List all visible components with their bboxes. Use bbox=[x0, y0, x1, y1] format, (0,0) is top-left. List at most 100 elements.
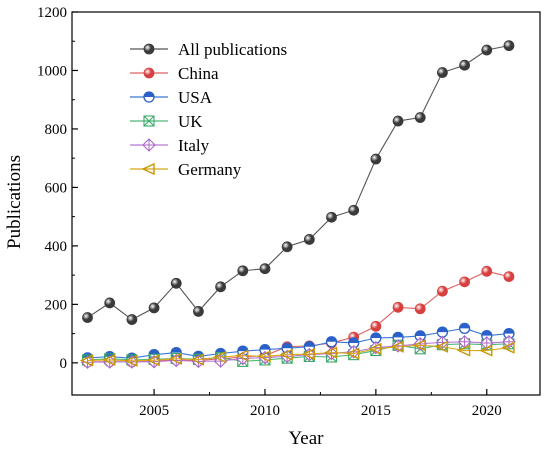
data-point bbox=[146, 354, 160, 367]
x-tick-label: 2015 bbox=[361, 403, 391, 419]
y-tick-label: 600 bbox=[45, 180, 68, 196]
data-point bbox=[168, 352, 182, 365]
legend-marker bbox=[143, 91, 155, 103]
x-axis-label: Year bbox=[288, 428, 324, 449]
data-point bbox=[259, 263, 271, 275]
data-point bbox=[501, 341, 515, 354]
data-point bbox=[503, 40, 515, 52]
marker-half bbox=[144, 92, 154, 97]
y-axis-label: Publications bbox=[4, 155, 25, 249]
series-layer bbox=[79, 40, 516, 370]
data-point bbox=[303, 234, 315, 245]
legend-marker bbox=[143, 115, 155, 127]
data-point bbox=[481, 265, 493, 277]
marker-half bbox=[326, 336, 337, 342]
marker-half bbox=[415, 330, 426, 336]
marker-half bbox=[171, 347, 182, 353]
marker-half bbox=[393, 332, 404, 338]
data-point bbox=[326, 211, 337, 223]
series-all-publications bbox=[82, 40, 515, 325]
marker-half bbox=[237, 346, 248, 352]
marker-half bbox=[481, 330, 492, 336]
data-point bbox=[392, 115, 404, 127]
data-point bbox=[503, 271, 515, 282]
data-point bbox=[79, 354, 94, 367]
marker-half bbox=[370, 332, 381, 338]
data-point bbox=[434, 340, 449, 353]
y-tick-label: 800 bbox=[45, 122, 68, 138]
x-tick-label: 2005 bbox=[139, 403, 169, 419]
data-point bbox=[325, 336, 338, 348]
data-point bbox=[370, 153, 382, 165]
legend-item: China bbox=[130, 64, 219, 83]
data-point bbox=[237, 265, 249, 277]
data-point bbox=[170, 277, 182, 289]
data-point bbox=[257, 350, 271, 363]
data-point bbox=[348, 204, 360, 216]
data-point bbox=[323, 346, 338, 359]
data-point bbox=[437, 67, 448, 78]
data-point bbox=[456, 344, 471, 357]
data-point bbox=[459, 59, 470, 71]
legend-label: Italy bbox=[178, 136, 210, 155]
data-point bbox=[281, 241, 293, 253]
data-point bbox=[190, 353, 205, 366]
marker-half bbox=[459, 323, 470, 329]
legend-marker bbox=[141, 162, 155, 176]
series-line bbox=[87, 344, 510, 362]
data-point bbox=[345, 347, 360, 360]
legend: All publications China USA UK Italy Germany bbox=[130, 40, 287, 179]
data-point bbox=[148, 302, 160, 314]
marker-half bbox=[348, 337, 359, 343]
data-point bbox=[212, 350, 227, 364]
data-point bbox=[279, 348, 293, 361]
y-tick-label: 1000 bbox=[37, 63, 67, 79]
marker-half bbox=[282, 343, 293, 349]
data-point bbox=[414, 112, 426, 123]
data-point bbox=[479, 336, 494, 350]
data-point bbox=[193, 305, 204, 317]
marker-half bbox=[503, 328, 514, 334]
data-point bbox=[414, 303, 426, 315]
y-tick-label: 200 bbox=[45, 297, 68, 313]
y-tick-label: 400 bbox=[45, 239, 68, 255]
data-point bbox=[390, 340, 404, 353]
plot-area bbox=[71, 11, 541, 396]
marker-half bbox=[437, 327, 448, 333]
legend-item: UK bbox=[130, 112, 203, 131]
series-germany bbox=[79, 339, 515, 367]
series-line bbox=[87, 45, 510, 321]
x-tick-label: 2020 bbox=[472, 403, 502, 419]
marker-cross bbox=[143, 115, 155, 127]
marker-half bbox=[304, 341, 315, 347]
marker-plus bbox=[143, 139, 155, 151]
data-point bbox=[126, 314, 138, 325]
data-point bbox=[82, 312, 93, 323]
marker-plus bbox=[480, 336, 493, 349]
data-point bbox=[414, 330, 426, 342]
legend-label: UK bbox=[178, 112, 203, 131]
legend-item: All publications bbox=[130, 40, 287, 59]
data-point bbox=[235, 349, 249, 362]
plot-frame bbox=[71, 11, 541, 396]
legend-item: USA bbox=[130, 88, 213, 107]
data-point bbox=[481, 329, 493, 342]
data-point bbox=[368, 342, 382, 355]
data-point bbox=[459, 276, 470, 288]
data-point bbox=[348, 337, 360, 349]
data-point bbox=[479, 344, 493, 357]
marker-box bbox=[143, 115, 155, 127]
legend-item: Germany bbox=[130, 160, 242, 179]
data-point bbox=[370, 320, 382, 332]
data-point bbox=[102, 353, 116, 367]
legend-label: China bbox=[178, 64, 219, 83]
legend-marker bbox=[143, 43, 155, 55]
legend-label: Germany bbox=[178, 160, 242, 179]
legend-marker bbox=[143, 67, 155, 79]
marker-half bbox=[149, 349, 160, 355]
legend-label: All publications bbox=[178, 40, 287, 59]
data-point bbox=[412, 339, 426, 352]
data-point bbox=[458, 322, 471, 334]
y-tick-label: 1200 bbox=[37, 5, 67, 21]
